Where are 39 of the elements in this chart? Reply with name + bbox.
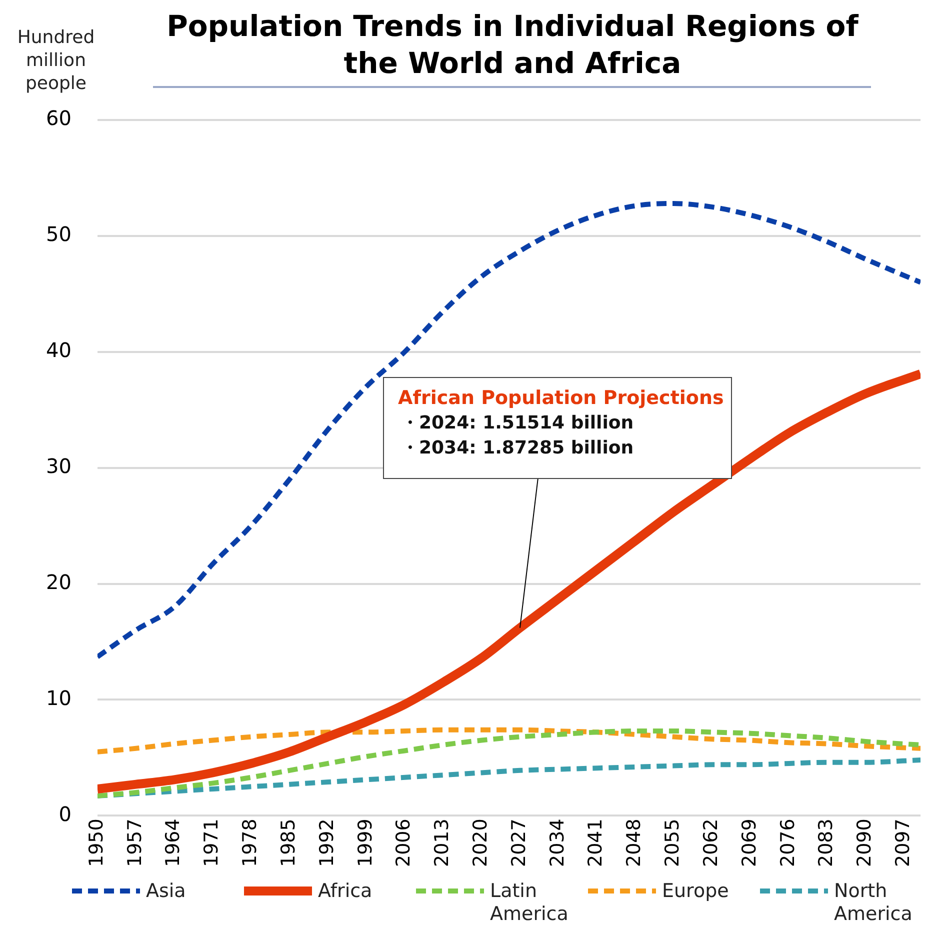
annotation: African Population Projections [398, 386, 724, 409]
x-tick-label: 2034 [546, 818, 568, 868]
y-tick-label: 40 [46, 338, 72, 362]
annotation: ・2034: 1.87285 billion [401, 438, 634, 459]
x-tick-label: 2076 [776, 818, 799, 868]
x-tick-label: 2048 [623, 818, 646, 868]
x-tick-label: 2083 [815, 818, 838, 868]
x-tick-label: 1978 [239, 818, 262, 868]
legend-label: Latin America [490, 880, 570, 926]
y-tick-label: 60 [46, 106, 72, 130]
x-tick-label: 1957 [124, 818, 146, 868]
x-tick-label: 2090 [854, 818, 876, 868]
x-tick-label: 2097 [892, 818, 914, 868]
y-axis-title: Hundred million people [16, 26, 96, 95]
y-tick-label: 0 [58, 802, 72, 826]
y-tick-label: 50 [46, 222, 72, 246]
x-tick-label: 2006 [392, 818, 415, 868]
x-tick-label: 2020 [469, 818, 492, 868]
x-tick-label: 1950 [85, 818, 108, 868]
x-tick-label: 1971 [200, 818, 223, 868]
legend-label: Africa [318, 880, 374, 903]
y-tick-label: 10 [46, 686, 72, 710]
x-tick-label: 2041 [584, 818, 607, 868]
x-tick-label: 1985 [277, 818, 300, 868]
y-tick-label: 30 [46, 454, 72, 478]
legend-label: Asia [146, 880, 187, 903]
x-tick-label: 1964 [162, 818, 184, 868]
x-tick-label: 2013 [431, 818, 454, 868]
legend-label: North America [834, 880, 914, 926]
legend-label: Europe [662, 880, 730, 903]
x-tick-label: 1992 [316, 818, 338, 868]
x-tick-label: 1999 [354, 818, 376, 868]
y-tick-label: 20 [46, 570, 72, 594]
x-tick-label: 2062 [700, 818, 722, 868]
x-tick-label: 2069 [738, 818, 760, 868]
chart-title: Population Trends in Individual Regions of the World and Africa [166, 8, 860, 82]
x-tick-label: 2055 [662, 818, 684, 868]
annotation: ・2024: 1.51514 billion [401, 412, 634, 434]
x-tick-label: 2027 [508, 818, 530, 868]
